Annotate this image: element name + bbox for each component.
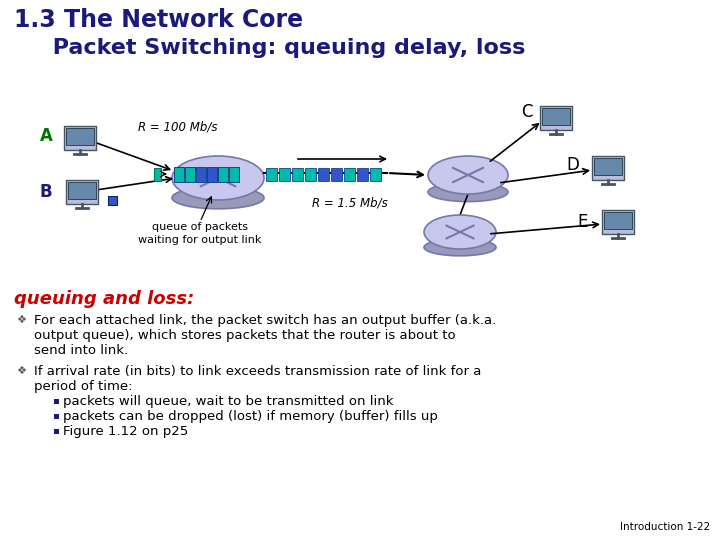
Text: C: C: [521, 103, 533, 121]
Bar: [344, 168, 355, 181]
Bar: [68, 182, 96, 199]
Bar: [196, 167, 206, 182]
Text: R = 1.5 Mb/s: R = 1.5 Mb/s: [312, 197, 388, 210]
Text: If arrival rate (in bits) to link exceeds transmission rate of link for a: If arrival rate (in bits) to link exceed…: [34, 365, 482, 378]
Ellipse shape: [428, 156, 508, 194]
Bar: [305, 168, 316, 181]
Bar: [542, 108, 570, 125]
Bar: [218, 167, 228, 182]
Bar: [108, 196, 117, 205]
Text: output queue), which stores packets that the router is about to: output queue), which stores packets that…: [34, 329, 456, 342]
Bar: [266, 168, 277, 181]
Bar: [292, 168, 303, 181]
Bar: [357, 168, 368, 181]
Bar: [54, 414, 59, 419]
Bar: [592, 156, 624, 180]
Text: Introduction 1-22: Introduction 1-22: [620, 522, 710, 532]
Text: send into link.: send into link.: [34, 344, 128, 357]
Bar: [370, 168, 381, 181]
Text: ❖: ❖: [16, 315, 26, 325]
Bar: [66, 180, 98, 204]
Text: 1.3 The Network Core: 1.3 The Network Core: [14, 8, 303, 32]
Bar: [602, 210, 634, 234]
Bar: [54, 399, 59, 404]
Text: queuing and loss:: queuing and loss:: [14, 290, 194, 308]
Bar: [207, 167, 217, 182]
Text: B: B: [40, 183, 53, 201]
Ellipse shape: [424, 215, 496, 249]
Text: Packet Switching: queuing delay, loss: Packet Switching: queuing delay, loss: [14, 38, 526, 58]
Bar: [54, 429, 59, 434]
Bar: [154, 168, 161, 181]
Bar: [331, 168, 342, 181]
Text: E: E: [578, 213, 588, 231]
Ellipse shape: [424, 239, 496, 256]
Bar: [540, 106, 572, 130]
Bar: [66, 128, 94, 145]
Bar: [594, 158, 622, 175]
Bar: [64, 126, 96, 150]
Text: period of time:: period of time:: [34, 380, 132, 393]
Bar: [229, 167, 239, 182]
Text: ❖: ❖: [16, 366, 26, 376]
Text: R = 100 Mb/s: R = 100 Mb/s: [138, 120, 217, 133]
Ellipse shape: [172, 156, 264, 200]
Text: packets will queue, wait to be transmitted on link: packets will queue, wait to be transmitt…: [63, 395, 394, 408]
Text: For each attached link, the packet switch has an output buffer (a.k.a.: For each attached link, the packet switc…: [34, 314, 496, 327]
Text: packets can be dropped (lost) if memory (buffer) fills up: packets can be dropped (lost) if memory …: [63, 410, 438, 423]
Bar: [604, 212, 632, 229]
Bar: [318, 168, 329, 181]
Bar: [279, 168, 290, 181]
Bar: [174, 167, 184, 182]
Ellipse shape: [428, 183, 508, 201]
Text: Figure 1.12 on p25: Figure 1.12 on p25: [63, 425, 188, 438]
Text: queue of packets
waiting for output link: queue of packets waiting for output link: [138, 222, 261, 245]
Bar: [185, 167, 195, 182]
Ellipse shape: [172, 187, 264, 209]
Text: D: D: [567, 156, 580, 174]
Text: A: A: [40, 127, 53, 145]
